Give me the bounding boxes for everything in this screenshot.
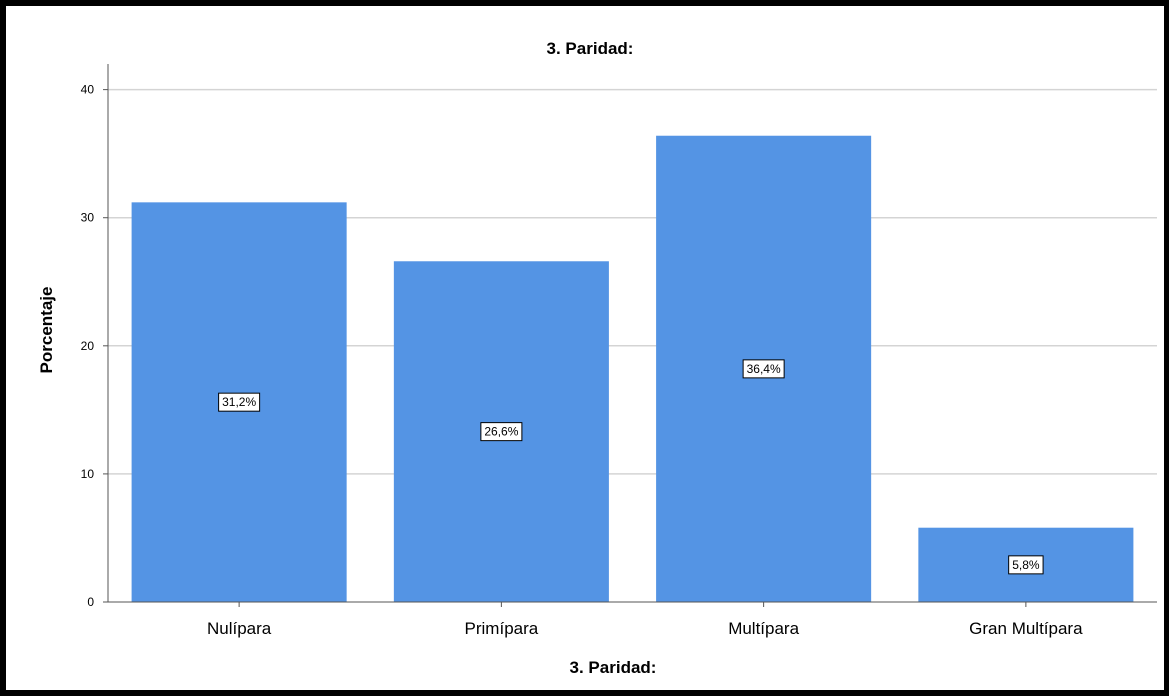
data-label-box [742, 359, 785, 379]
data-label-box [1008, 555, 1044, 575]
y-tick-label: 40 [81, 83, 95, 97]
x-axis-ticks: Nulípara Primípara Multípara Gran Multípara [207, 602, 1083, 638]
data-label-box [480, 422, 523, 442]
y-axis-title: Porcentaje [37, 287, 56, 374]
data-label-box [218, 392, 261, 412]
x-tick-label: Gran Multípara [969, 619, 1083, 638]
x-axis-title: 3. Paridad: [570, 658, 657, 677]
data-labels: 31,2% 26,6% 36,4% 5,8% [218, 359, 1044, 575]
x-tick-label: Primípara [465, 619, 539, 638]
data-label: 26,6% [484, 425, 518, 439]
data-label: 5,8% [1012, 558, 1040, 572]
x-tick-label: Multípara [728, 619, 799, 638]
y-axis-ticks: 0 10 20 30 40 [81, 83, 108, 609]
y-tick-label: 0 [87, 595, 94, 609]
y-tick-label: 20 [81, 339, 95, 353]
x-tick-label: Nulípara [207, 619, 272, 638]
y-tick-label: 30 [81, 211, 95, 225]
bars [131, 135, 1134, 603]
data-label: 31,2% [222, 395, 256, 409]
chart-title: 3. Paridad: [547, 39, 634, 58]
data-label: 36,4% [747, 362, 781, 376]
y-tick-label: 10 [81, 467, 95, 481]
